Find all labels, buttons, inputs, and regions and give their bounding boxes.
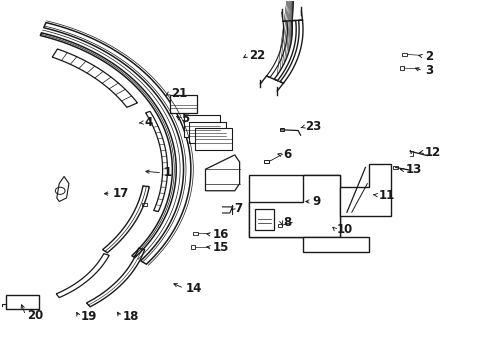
Text: 12: 12 [424, 145, 440, 158]
FancyBboxPatch shape [392, 166, 397, 169]
FancyBboxPatch shape [183, 116, 220, 137]
FancyBboxPatch shape [189, 122, 225, 143]
FancyBboxPatch shape [399, 66, 403, 70]
Polygon shape [249, 175, 339, 237]
FancyBboxPatch shape [303, 237, 368, 252]
FancyBboxPatch shape [264, 159, 269, 163]
FancyBboxPatch shape [277, 224, 282, 226]
Polygon shape [255, 209, 273, 230]
Text: 15: 15 [212, 241, 229, 254]
FancyBboxPatch shape [190, 245, 195, 249]
FancyBboxPatch shape [170, 95, 197, 113]
Text: 4: 4 [144, 116, 152, 129]
Polygon shape [57, 176, 69, 202]
Text: 17: 17 [113, 187, 129, 200]
FancyBboxPatch shape [195, 129, 231, 150]
Text: 19: 19 [81, 310, 97, 324]
Text: 21: 21 [171, 87, 187, 100]
Text: 7: 7 [234, 202, 243, 215]
Text: 14: 14 [185, 282, 202, 295]
Text: 3: 3 [424, 64, 432, 77]
Text: 20: 20 [27, 309, 43, 322]
Text: 9: 9 [312, 195, 320, 208]
FancyBboxPatch shape [142, 203, 147, 206]
Polygon shape [205, 155, 239, 191]
FancyBboxPatch shape [402, 53, 407, 56]
Text: 16: 16 [212, 228, 229, 241]
Text: 13: 13 [405, 163, 421, 176]
FancyBboxPatch shape [279, 129, 284, 131]
Text: 10: 10 [336, 223, 353, 236]
Polygon shape [339, 164, 390, 216]
Text: 8: 8 [283, 216, 291, 229]
Text: 23: 23 [305, 121, 321, 134]
Text: 6: 6 [283, 148, 291, 161]
FancyBboxPatch shape [249, 175, 339, 237]
Polygon shape [145, 111, 167, 212]
FancyBboxPatch shape [5, 295, 39, 309]
Text: 5: 5 [181, 112, 189, 125]
Text: 2: 2 [424, 50, 432, 63]
Text: 11: 11 [378, 189, 394, 202]
FancyBboxPatch shape [193, 231, 198, 234]
Text: 1: 1 [163, 166, 172, 179]
Text: 22: 22 [249, 49, 265, 62]
Text: 18: 18 [122, 310, 139, 324]
